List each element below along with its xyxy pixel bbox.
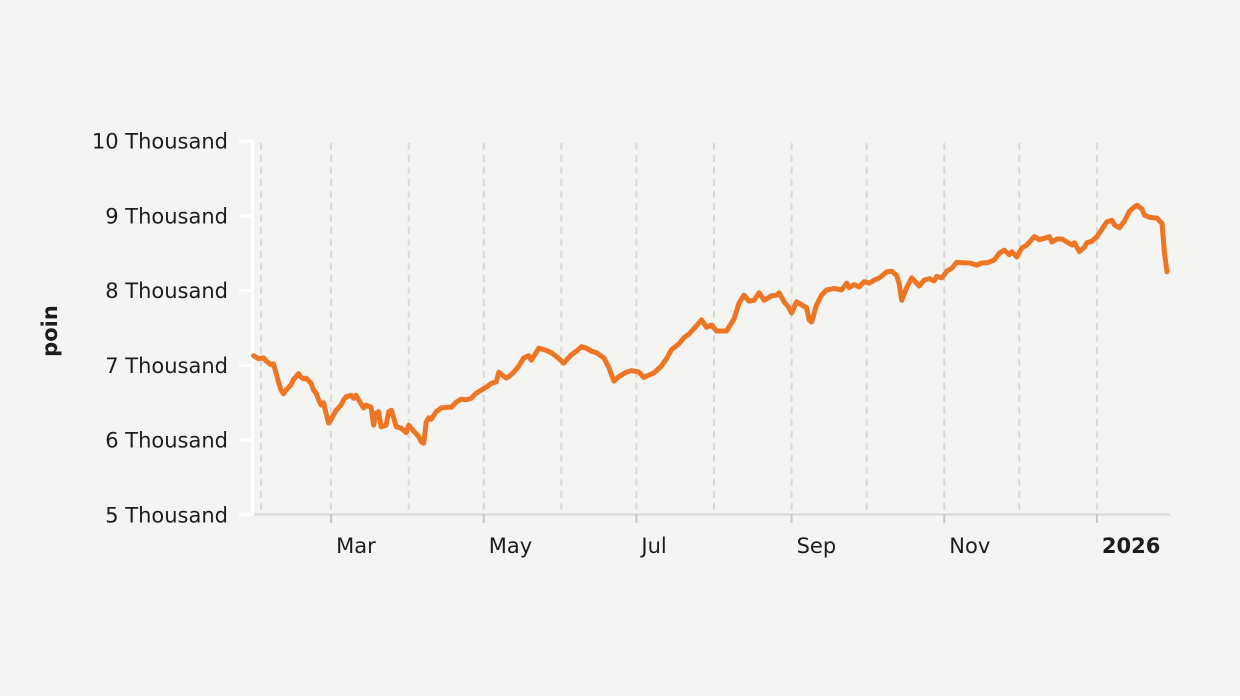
y-tick-label: 7 Thousand: [105, 354, 228, 378]
x-tick-label: Sep: [797, 534, 837, 558]
x-tick-label: May: [489, 534, 532, 558]
x-axis: [252, 513, 1170, 523]
y-tick-label: 6 Thousand: [105, 429, 228, 453]
y-tick-label: 8 Thousand: [105, 279, 228, 303]
x-tick-label: Nov: [949, 534, 990, 558]
y-axis-title: poin: [38, 305, 62, 357]
y-tick-label: 10 Thousand: [92, 130, 228, 154]
y-tick-label: 5 Thousand: [105, 504, 228, 528]
x-tick-label: Jul: [639, 534, 666, 558]
series-line: [251, 202, 1170, 446]
x-axis-tick-labels: Mar May Jul Sep Nov 2026: [336, 534, 1160, 558]
x-tick-label: 2026: [1102, 534, 1160, 558]
data-series: [251, 202, 1170, 446]
y-axis: [239, 139, 254, 517]
y-tick-label: 9 Thousand: [105, 204, 228, 228]
y-axis-tick-labels: 10 Thousand 9 Thousand 8 Thousand 7 Thousan…: [92, 130, 228, 528]
y-axis-title-text: poin: [38, 305, 62, 357]
x-tick-label: Mar: [336, 534, 376, 558]
